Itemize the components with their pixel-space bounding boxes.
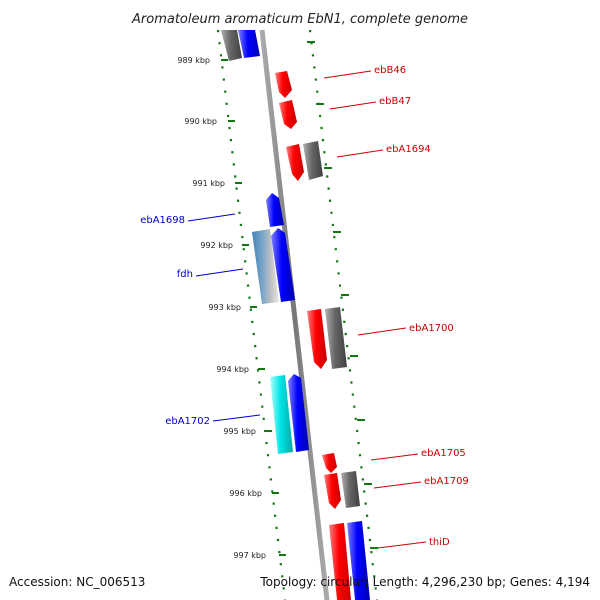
ruler-tick-990: 990 kbp bbox=[184, 117, 235, 126]
label-fdh[interactable]: fdh bbox=[177, 269, 193, 280]
map-title: Aromatoleum aromaticum EbN1, complete ge… bbox=[131, 12, 468, 27]
ruler-tick-994: 994 kbp bbox=[216, 365, 265, 374]
gene-gray-1694[interactable] bbox=[303, 141, 323, 180]
ruler-tick-997: 997 kbp bbox=[233, 551, 286, 560]
left-dotted-ring bbox=[216, 29, 287, 600]
label-ebA1709[interactable]: ebA1709 bbox=[424, 476, 469, 487]
ruler-tick-label: 992 kbp bbox=[200, 241, 233, 250]
ruler-tick-label: 997 kbp bbox=[233, 551, 266, 560]
genome-backbone bbox=[259, 29, 330, 600]
ruler-tick-989: 989 kbp bbox=[177, 56, 228, 65]
gene-gray-top[interactable] bbox=[221, 30, 242, 61]
gene-gray-1700[interactable] bbox=[325, 307, 347, 369]
gene-ebA1700[interactable] bbox=[307, 309, 327, 369]
ruler-tick-label: 993 kbp bbox=[208, 303, 241, 312]
ruler-tick-label: 994 kbp bbox=[216, 365, 249, 374]
ruler-tick-991: 991 kbp bbox=[192, 179, 242, 188]
gene-blue-small[interactable] bbox=[266, 193, 284, 227]
ruler-tick-996: 996 kbp bbox=[229, 489, 279, 498]
ruler-tick-992: 992 kbp bbox=[200, 241, 249, 250]
gene-ebB47[interactable] bbox=[279, 100, 297, 129]
ruler: 989 kbp 990 kbp 991 kbp 992 kbp 993 kbp … bbox=[177, 56, 286, 560]
ruler-tick-label: 991 kbp bbox=[192, 179, 225, 188]
label-ebA1700[interactable]: ebA1700 bbox=[409, 323, 454, 334]
ruler-tick-label: 989 kbp bbox=[177, 56, 210, 65]
gene-blue-thiD[interactable] bbox=[347, 521, 370, 600]
gene-blue-1702[interactable] bbox=[288, 374, 309, 452]
ruler-tick-label: 995 kbp bbox=[223, 427, 256, 436]
gene-ebA1705[interactable] bbox=[322, 453, 337, 473]
right-ring-ticks bbox=[307, 41, 378, 549]
label-ebA1694[interactable]: ebA1694 bbox=[386, 144, 431, 155]
label-ebA1702[interactable]: ebA1702 bbox=[165, 416, 210, 427]
ruler-tick-label: 990 kbp bbox=[184, 117, 217, 126]
ruler-tick-label: 996 kbp bbox=[229, 489, 262, 498]
gene-blue-long[interactable] bbox=[271, 228, 295, 302]
gene-gray-1709[interactable] bbox=[341, 471, 360, 508]
label-ebA1698[interactable]: ebA1698 bbox=[140, 215, 185, 226]
accession-text: Accession: NC_006513 bbox=[9, 575, 145, 589]
right-gene-labels: ebB46 ebB47 ebA1694 ebA1700 ebA1705 ebA1… bbox=[323, 65, 469, 549]
gene-features bbox=[221, 30, 370, 600]
label-ebB47[interactable]: ebB47 bbox=[379, 96, 411, 107]
label-ebA1705[interactable]: ebA1705 bbox=[421, 448, 466, 459]
ruler-tick-993: 993 kbp bbox=[208, 303, 257, 312]
gene-fdh[interactable] bbox=[252, 229, 279, 304]
gene-thiD[interactable] bbox=[329, 523, 351, 600]
topology-text: Topology: circular; Length: 4,296,230 bp… bbox=[259, 575, 590, 589]
gene-ebA1709[interactable] bbox=[324, 473, 341, 509]
gene-ebA1694[interactable] bbox=[286, 144, 304, 181]
ruler-tick-995: 995 kbp bbox=[223, 427, 272, 436]
label-thiD[interactable]: thiD bbox=[429, 537, 450, 548]
left-gene-labels: ebA1698 fdh ebA1702 bbox=[140, 213, 261, 427]
gene-ebA1702[interactable] bbox=[270, 375, 293, 454]
gene-ebB46[interactable] bbox=[275, 71, 292, 98]
label-ebB46[interactable]: ebB46 bbox=[374, 65, 406, 76]
gene-blue-top[interactable] bbox=[238, 30, 260, 58]
